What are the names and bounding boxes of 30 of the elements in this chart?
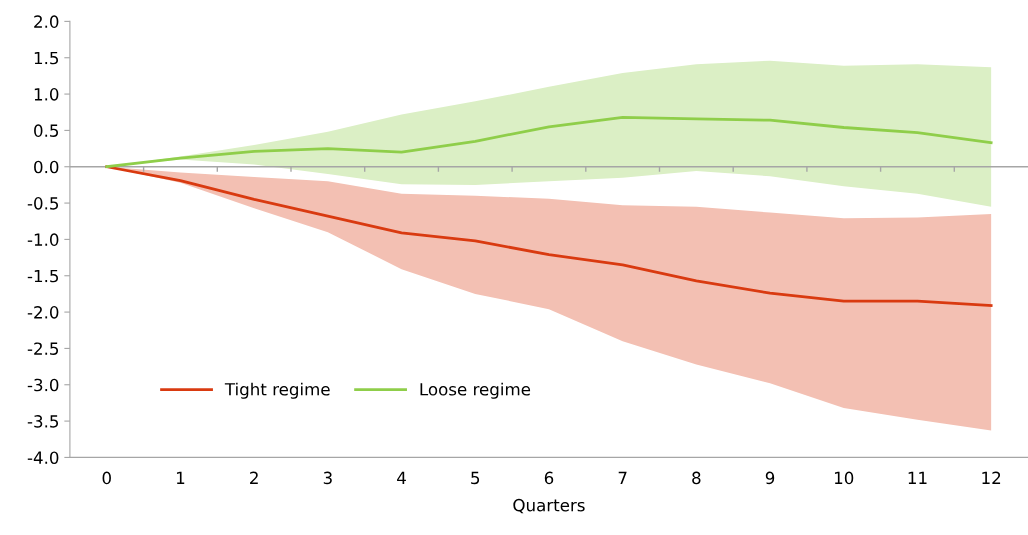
x-tick-label: 1: [176, 471, 185, 484]
line-series: [105, 115, 993, 169]
x-tick-label: 11: [908, 471, 927, 484]
y-tick-label: 1.0: [34, 88, 59, 101]
x-tick-label: 7: [618, 471, 627, 484]
y-tick-label: -1.5: [27, 269, 59, 283]
y-tick-label: -1.0: [27, 233, 59, 246]
y-tick-label: 0.5: [34, 124, 59, 137]
legend-label: Loose regime: [420, 382, 531, 399]
x-tick-label: 10: [834, 471, 854, 485]
legend-label: Tight regime: [224, 382, 330, 399]
y-tick-label: 1.5: [34, 51, 59, 65]
y-tick-label: -2.5: [27, 342, 59, 355]
x-tick-label: 3: [323, 471, 332, 485]
x-tick-label: 8: [692, 471, 701, 485]
y-tick-label: -4.0: [27, 451, 59, 464]
y-tick-label: 0.0: [34, 160, 59, 174]
x-tick-label: 6: [544, 471, 554, 485]
y-tick-label: -3.5: [27, 415, 59, 428]
y-tick-label: 2.0: [34, 15, 59, 28]
y-tick-label: -2.0: [27, 306, 59, 319]
x-axis-title: Quarters: [513, 498, 585, 514]
x-tick-label: 5: [471, 471, 480, 485]
x-tick-label: 12: [982, 471, 1001, 484]
x-tick-label: 0: [102, 471, 111, 485]
y-tick-label: -3.0: [27, 378, 59, 392]
x-tick-label: 2: [250, 471, 258, 484]
x-tick-label: 9: [765, 471, 775, 485]
y-tick-label: -0.5: [27, 197, 59, 210]
x-tick-label: 4: [397, 471, 406, 484]
